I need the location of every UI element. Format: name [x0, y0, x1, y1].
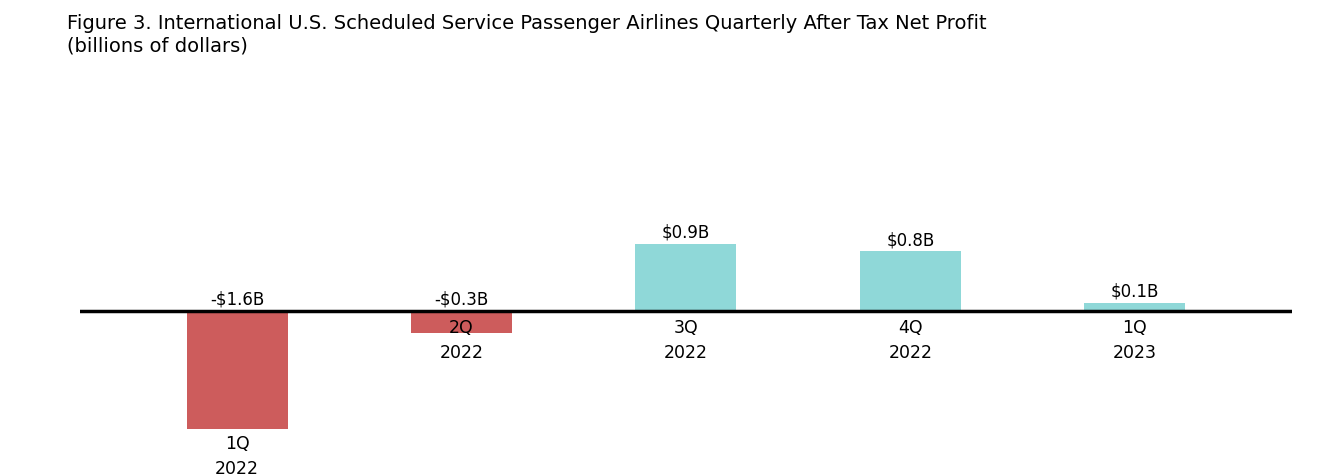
Text: -$1.6B: -$1.6B: [210, 290, 264, 308]
Text: 2Q
2022: 2Q 2022: [440, 320, 484, 362]
Text: 4Q
2022: 4Q 2022: [888, 320, 932, 362]
Text: 1Q
2022: 1Q 2022: [214, 435, 258, 475]
Bar: [412, 311, 511, 333]
Bar: [1084, 303, 1185, 311]
Text: 1Q
2023: 1Q 2023: [1114, 320, 1158, 362]
Bar: [186, 311, 288, 429]
Bar: [635, 244, 737, 311]
Text: -$0.3B: -$0.3B: [434, 290, 489, 308]
Text: 3Q
2022: 3Q 2022: [663, 320, 709, 362]
Text: $0.1B: $0.1B: [1111, 283, 1159, 301]
Bar: [860, 251, 960, 311]
Text: Figure 3. International U.S. Scheduled Service Passenger Airlines Quarterly Afte: Figure 3. International U.S. Scheduled S…: [67, 14, 986, 55]
Text: $0.8B: $0.8B: [886, 231, 935, 249]
Text: $0.9B: $0.9B: [662, 224, 710, 242]
